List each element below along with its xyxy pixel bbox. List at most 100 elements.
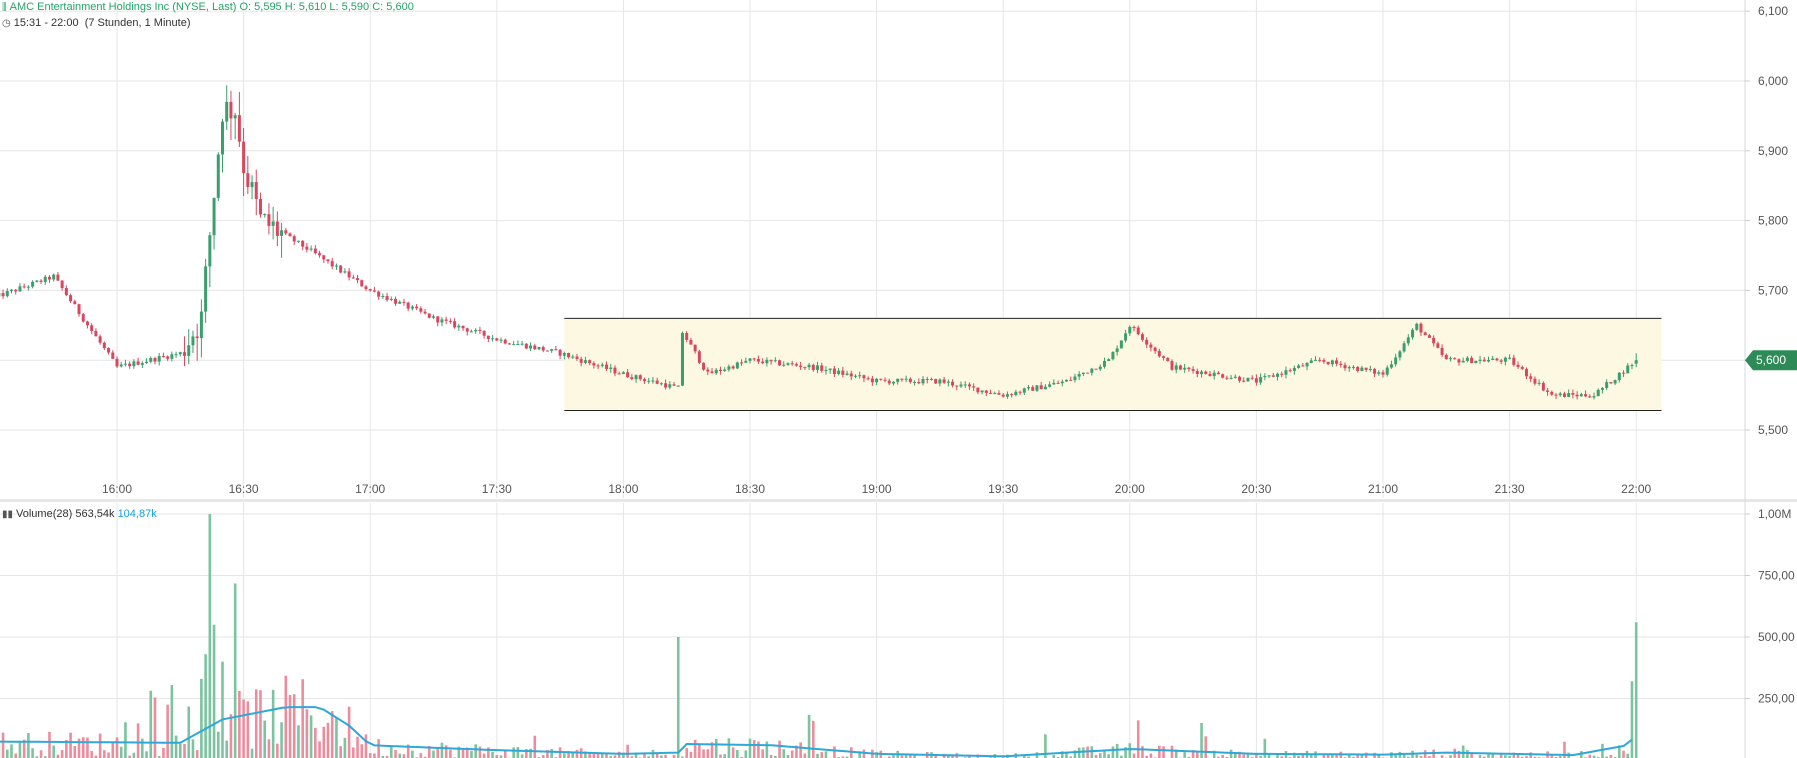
volume-bar <box>27 733 30 758</box>
candle-body <box>31 281 35 287</box>
candle-body <box>668 384 672 388</box>
volume-bar <box>1183 752 1186 758</box>
candle-body <box>1491 358 1495 360</box>
volume-bar <box>482 753 486 758</box>
volume-bar <box>1504 755 1507 758</box>
volume-bar <box>626 744 629 758</box>
volume-bar <box>875 752 878 758</box>
volume-bars <box>0 514 1638 758</box>
candle-body <box>1364 367 1368 370</box>
candle-body <box>828 368 832 371</box>
volume-value: 563,54k <box>75 508 115 520</box>
volume-bar <box>1158 745 1161 758</box>
volume-bar <box>601 753 604 758</box>
candle-body <box>1398 351 1402 358</box>
candlestick-icon: ⫼ <box>2 2 7 13</box>
volume-bar <box>1331 754 1334 758</box>
volume-label[interactable]: Volume(28) <box>16 508 73 520</box>
candle-body <box>457 325 461 328</box>
volume-bar <box>774 755 777 758</box>
volume-bar <box>402 754 406 758</box>
volume-bar <box>1090 746 1094 758</box>
candle-body <box>1056 382 1060 384</box>
candle-body <box>811 364 815 370</box>
candle-body <box>18 286 22 292</box>
candle-body <box>516 344 520 346</box>
volume-bar <box>1141 746 1144 758</box>
candle-body <box>1107 359 1111 361</box>
volume-bar <box>373 753 376 758</box>
time-tick-label: 22:00 <box>1621 482 1651 496</box>
volume-bar <box>330 711 334 758</box>
volume-bar <box>913 753 916 758</box>
volume-bar <box>174 735 178 758</box>
time-tick-label: 19:30 <box>988 482 1018 496</box>
candle-body <box>904 378 908 380</box>
volume-bar <box>449 749 452 758</box>
candle-body <box>145 361 149 364</box>
volume-bar <box>892 755 895 758</box>
volume-bar <box>1023 754 1026 758</box>
candle-body <box>976 387 980 393</box>
candle-body <box>1588 396 1592 398</box>
volume-bar <box>18 741 22 758</box>
candle-body <box>1284 370 1288 375</box>
candle-body <box>469 331 473 333</box>
volume-bar <box>423 756 427 758</box>
candle-body <box>1326 361 1330 365</box>
volume-bar <box>94 755 98 758</box>
candle-body <box>1432 337 1436 344</box>
candle-body <box>1617 372 1621 380</box>
symbol-title[interactable]: AMC Entertainment Holdings Inc (NYSE, La… <box>9 1 237 13</box>
volume-bar <box>765 741 769 758</box>
candle-body <box>267 214 271 226</box>
volume-bar <box>799 742 802 758</box>
candle-body <box>997 393 1001 395</box>
candle-body <box>389 298 393 300</box>
volume-ma-value: 104,87k <box>117 508 157 520</box>
volume-bar <box>816 753 819 758</box>
pane-separator <box>0 499 1797 502</box>
candle-body <box>1478 359 1482 361</box>
candle-body <box>1035 385 1039 391</box>
volume-bar <box>1394 753 1397 758</box>
time-tick-label: 17:00 <box>355 482 385 496</box>
candle-body <box>676 385 680 387</box>
volume-bar <box>183 744 186 758</box>
volume-bar <box>69 732 72 758</box>
candle-body <box>803 367 807 369</box>
volume-bar <box>1461 745 1465 758</box>
candle-body <box>845 373 849 375</box>
candle-body <box>465 328 469 332</box>
candle-body <box>1149 344 1153 348</box>
candle-body <box>406 302 410 309</box>
candle-body <box>1102 360 1106 367</box>
candle-body <box>1512 357 1516 365</box>
candle-body <box>1052 382 1056 385</box>
volume-bar <box>280 722 283 758</box>
candle-body <box>5 291 9 297</box>
candle-body <box>765 359 769 364</box>
volume-bar <box>288 695 292 758</box>
volume-bar <box>1115 743 1119 758</box>
candle-body <box>883 379 887 381</box>
price-tick-label: 5,500 <box>1758 423 1788 437</box>
volume-bar <box>588 753 591 758</box>
candle-body <box>605 364 609 369</box>
volume-bar <box>1098 753 1102 758</box>
candle-body <box>841 370 845 375</box>
volume-bar <box>1356 754 1359 758</box>
candle-body <box>778 360 782 366</box>
candle-body <box>102 342 106 349</box>
candle-body <box>1124 333 1128 341</box>
volume-bar <box>1605 756 1608 758</box>
candle-body <box>1609 382 1613 384</box>
volume-bar <box>1174 749 1178 758</box>
volume-bar <box>229 714 233 758</box>
candle-body <box>1132 326 1136 328</box>
candle-body <box>1259 377 1263 383</box>
volume-bar <box>719 754 722 758</box>
candle-body <box>689 339 693 345</box>
candle-body <box>1267 375 1271 377</box>
